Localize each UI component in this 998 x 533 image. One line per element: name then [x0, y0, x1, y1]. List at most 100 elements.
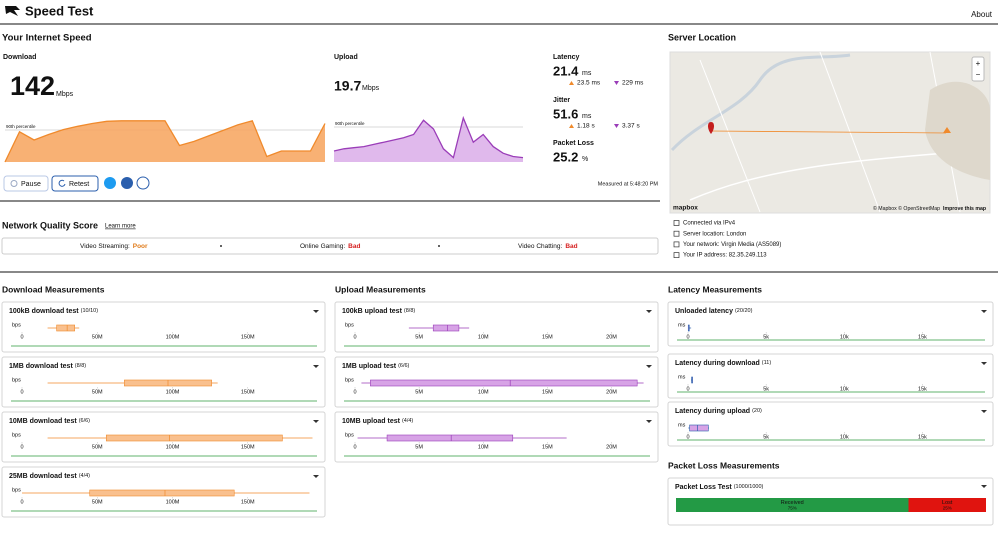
test-count: (20/20)	[735, 308, 753, 314]
measured-at: Measured at 5:48:20 PM	[598, 181, 659, 187]
quality-item: Online Gaming: Bad	[300, 243, 360, 250]
test-count: (20)	[752, 408, 762, 414]
server-marker	[943, 127, 951, 133]
twitter-button[interactable]	[104, 177, 116, 189]
expand-chevron[interactable]	[313, 475, 319, 478]
x-tick-label: 100M	[166, 444, 180, 450]
sub-value: 229 ms	[622, 80, 644, 87]
test-card	[1, 301, 326, 353]
expand-chevron[interactable]	[646, 310, 652, 313]
expand-chevron[interactable]	[313, 310, 319, 313]
curve-line	[333, 115, 524, 159]
test-card	[667, 301, 994, 347]
x-tick-label: 5k	[763, 434, 769, 440]
sub-value: 23.5 ms	[577, 80, 601, 87]
logo	[5, 6, 20, 16]
test-title: Unloaded latency (20/20)	[675, 308, 753, 315]
up-icon	[569, 81, 574, 85]
map-logo: mapbox	[673, 205, 698, 212]
retest-button[interactable]	[51, 175, 99, 192]
quality-label: Online Gaming:	[300, 243, 345, 250]
axis-unit: bps	[12, 487, 21, 493]
zoom-in: +	[976, 59, 981, 68]
bar-label: Received	[781, 500, 804, 506]
server-info: Your network: Virgin Media (AS5089)	[683, 242, 781, 248]
expand-chevron[interactable]	[313, 365, 319, 368]
axis-unit: bps	[345, 322, 354, 328]
test-name: Latency during upload	[675, 408, 750, 415]
test-name: 1MB download test	[9, 363, 73, 370]
curve-area	[5, 120, 325, 162]
x-tick-label: 0	[20, 389, 23, 395]
section-heading: Download Measurements	[2, 284, 105, 294]
test-card	[667, 353, 994, 399]
test-title: 100kB upload test (8/8)	[342, 308, 415, 315]
test-count: (6/6)	[398, 363, 409, 369]
retest-icon	[58, 179, 66, 187]
x-tick-label: 50M	[92, 499, 103, 505]
pause-button[interactable]	[3, 175, 49, 192]
x-tick-label: 10k	[840, 386, 849, 392]
section-heading: Packet Loss Measurements	[668, 460, 780, 470]
map-attribution: © Mapbox © OpenStreetMap	[873, 205, 940, 212]
axis-unit: bps	[12, 377, 21, 383]
separator-dot	[220, 245, 222, 247]
about-link[interactable]: About	[971, 10, 993, 19]
test-count: (1000/1000)	[734, 484, 764, 490]
x-tick-label: 0	[686, 434, 689, 440]
zoom-control[interactable]	[971, 56, 985, 82]
axis-unit: bps	[345, 377, 354, 383]
map-road	[670, 53, 851, 152]
label: Latency	[553, 54, 580, 61]
x-tick-label: 100M	[166, 389, 180, 395]
x-tick-label: 10k	[840, 334, 849, 340]
server-info: Server location: London	[683, 231, 746, 237]
x-tick-label: 0	[686, 334, 689, 340]
bar-value: 25%	[943, 506, 952, 511]
route-line	[710, 130, 947, 134]
test-count: (11)	[762, 360, 772, 366]
client-pin	[708, 122, 714, 134]
section-heading: Network Quality Score	[2, 220, 98, 230]
test-name: 10MB download test	[9, 418, 77, 425]
axis-unit: ms	[678, 322, 686, 328]
test-count: (8/8)	[75, 363, 86, 369]
quality-bar	[1, 237, 659, 255]
map-road	[689, 149, 991, 201]
button-label: Pause	[21, 181, 41, 188]
x-tick-label: 15M	[542, 444, 553, 450]
learn-more-link[interactable]: Learn more	[105, 224, 136, 230]
axis-unit: bps	[12, 322, 21, 328]
box	[89, 489, 235, 497]
app-title: Speed Test	[25, 3, 94, 18]
stat-value: 51.6	[553, 106, 578, 121]
test-title: Packet Loss Test (1000/1000)	[675, 484, 764, 491]
test-title: Latency during download (11)	[675, 360, 771, 367]
label: Packet Loss	[553, 140, 594, 147]
x-tick-label: 100M	[166, 499, 180, 505]
expand-chevron[interactable]	[981, 362, 987, 365]
expand-chevron[interactable]	[646, 365, 652, 368]
quality-value: Bad	[565, 243, 577, 250]
expand-chevron[interactable]	[646, 420, 652, 423]
test-title: 10MB download test (6/6)	[9, 418, 90, 425]
label: Jitter	[553, 97, 570, 104]
expand-chevron[interactable]	[981, 310, 987, 313]
expand-chevron[interactable]	[981, 485, 987, 488]
x-tick-label: 15M	[542, 334, 553, 340]
expand-chevron[interactable]	[981, 410, 987, 413]
unit: Mbps	[56, 91, 74, 98]
test-count: (10/10)	[81, 308, 99, 314]
quality-label: Video Chatting:	[518, 243, 563, 250]
facebook-button[interactable]	[121, 177, 133, 189]
bar-value: 75%	[788, 506, 797, 511]
test-name: Unloaded latency	[675, 308, 733, 315]
x-tick-label: 0	[353, 444, 356, 450]
city-area	[925, 81, 990, 180]
axis-unit: bps	[12, 432, 21, 438]
expand-chevron[interactable]	[313, 420, 319, 423]
x-tick-label: 0	[353, 389, 356, 395]
download-button[interactable]	[136, 176, 150, 190]
box	[370, 379, 638, 387]
